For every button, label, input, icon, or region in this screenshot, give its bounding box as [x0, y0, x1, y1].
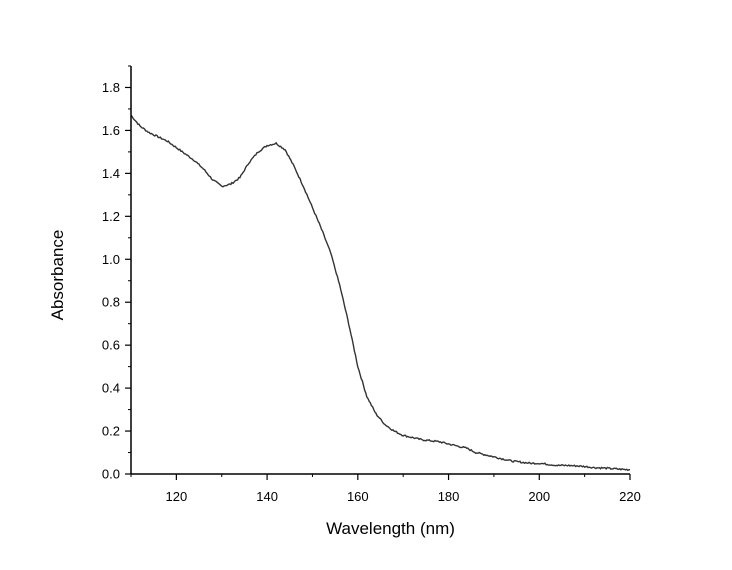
series-line	[130, 114, 630, 472]
x-axis-title: Wavelength (nm)	[326, 519, 455, 538]
y-tick-label: 0.4	[102, 381, 120, 396]
y-axis-title: Absorbance	[48, 230, 67, 321]
y-tick-label: 0.6	[102, 338, 120, 353]
x-tick-label: 160	[347, 489, 369, 504]
x-tick-label: 120	[166, 489, 188, 504]
y-tick-label: 0.8	[102, 295, 120, 310]
tick-labels-layer: 120 140 160 180 200 220 0.0 0.2 0.4 0.6 0.8 1.0 1.2 1…	[102, 80, 641, 504]
y-tick-label: 1.4	[102, 166, 120, 181]
x-tick-label: 200	[528, 489, 550, 504]
y-tick-label: 1.8	[102, 80, 120, 95]
y-tick-label: 1.6	[102, 123, 120, 138]
x-tick-label: 220	[619, 489, 641, 504]
y-tick-label: 0.0	[102, 467, 120, 482]
y-tick-label: 1.2	[102, 209, 120, 224]
ticks-layer	[125, 65, 631, 480]
x-tick-label: 140	[256, 489, 278, 504]
x-tick-label: 180	[438, 489, 460, 504]
y-tick-label: 1.0	[102, 252, 120, 267]
y-tick-label: 0.2	[102, 424, 120, 439]
